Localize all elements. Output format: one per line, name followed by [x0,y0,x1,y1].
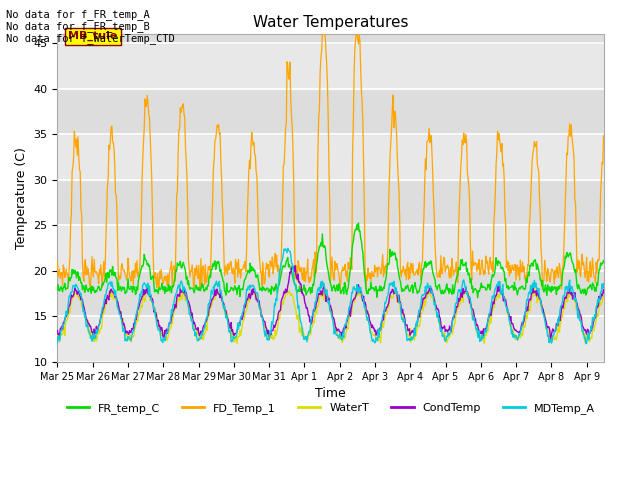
WaterT [56,339,63,345]
Bar [58,316,604,362]
FD_Temp_1 [287,96,294,102]
Bar [58,43,604,89]
CondTemp [308,318,316,324]
Line: MDTemp_A: MDTemp_A [58,248,604,344]
MDTemp_A [284,245,292,251]
FD_Temp_1 [447,275,455,280]
CondTemp [547,337,554,343]
FR_temp_C [56,288,63,294]
CondTemp [460,291,468,297]
MDTemp_A [600,282,608,288]
Bar [58,0,604,43]
FD_Temp_1 [56,266,63,272]
Title: Water Temperatures: Water Temperatures [253,15,408,30]
MDTemp_A [130,328,138,334]
FD_Temp_1 [600,139,608,145]
MDTemp_A [582,341,589,347]
FR_temp_C [447,288,454,294]
WaterT [130,333,138,339]
FD_Temp_1 [461,136,468,142]
CondTemp [447,327,454,333]
Bar [58,134,604,180]
Legend: FR_temp_C, FD_Temp_1, WaterT, CondTemp, MDTemp_A: FR_temp_C, FD_Temp_1, WaterT, CondTemp, … [62,399,600,419]
Text: MB_tule: MB_tule [68,31,117,41]
Line: CondTemp: CondTemp [58,266,604,340]
Line: FR_temp_C: FR_temp_C [58,223,604,298]
X-axis label: Time: Time [316,387,346,400]
CondTemp [287,270,294,276]
FD_Temp_1 [130,268,138,274]
Bar [58,180,604,225]
FR_temp_C [307,285,315,291]
FR_temp_C [460,263,468,268]
FR_temp_C [54,287,61,293]
CondTemp [291,263,299,269]
CondTemp [600,289,608,295]
FD_Temp_1 [336,286,344,292]
FD_Temp_1 [307,274,315,279]
Bar [58,225,604,271]
Bar [58,89,604,134]
CondTemp [130,320,138,326]
Text: No data for f_FR_temp_A: No data for f_FR_temp_A [6,9,150,20]
FR_temp_C [355,220,362,226]
FD_Temp_1 [54,258,61,264]
WaterT [460,289,468,295]
Bar [58,271,604,316]
Text: No data for f_FR_temp_B: No data for f_FR_temp_B [6,21,150,32]
MDTemp_A [460,277,468,283]
MDTemp_A [308,313,316,319]
MDTemp_A [54,340,61,346]
WaterT [447,329,454,335]
WaterT [531,285,538,291]
MDTemp_A [287,260,295,265]
CondTemp [56,332,63,338]
Line: FD_Temp_1: FD_Temp_1 [58,34,604,289]
Y-axis label: Temperature (C): Temperature (C) [15,147,28,249]
FR_temp_C [474,295,481,300]
FR_temp_C [130,286,138,292]
WaterT [600,293,608,299]
WaterT [308,324,316,330]
WaterT [54,332,61,337]
Line: WaterT: WaterT [58,288,604,344]
FD_Temp_1 [319,31,326,37]
Text: No data for f_WaterTemp_CTD: No data for f_WaterTemp_CTD [6,33,175,44]
FR_temp_C [600,259,608,264]
MDTemp_A [447,330,454,336]
FR_temp_C [287,267,294,273]
MDTemp_A [56,338,63,344]
WaterT [233,341,241,347]
WaterT [287,291,295,297]
CondTemp [54,328,61,334]
